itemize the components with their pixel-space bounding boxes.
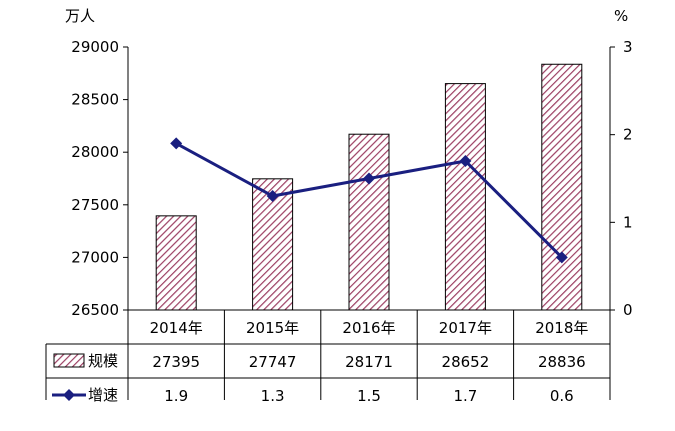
category-label: 2014年 — [150, 319, 203, 337]
bar-value-label: 28836 — [538, 353, 586, 371]
category-label: 2015年 — [246, 319, 299, 337]
right-axis-unit: % — [614, 7, 628, 25]
line-value-label: 1.5 — [357, 387, 381, 405]
left-tick-label: 27000 — [71, 248, 119, 266]
legend-label-bar: 规模 — [88, 352, 118, 370]
left-tick-label: 29000 — [71, 38, 119, 56]
bar-value-label: 28171 — [345, 353, 393, 371]
line-value-label: 0.6 — [550, 387, 574, 405]
growth-point-2014年 — [170, 137, 183, 150]
growth-point-2015年 — [266, 190, 279, 203]
left-tick-label: 28500 — [71, 91, 119, 109]
bar-2016年 — [348, 133, 390, 311]
legend-label-line: 增速 — [88, 386, 118, 404]
left-tick-label: 28000 — [71, 143, 119, 161]
line-value-label: 1.3 — [261, 387, 285, 405]
category-label: 2018年 — [535, 319, 588, 337]
growth-point-2017年 — [459, 154, 472, 167]
category-label: 2016年 — [342, 319, 395, 337]
legend-swatch-marker — [63, 389, 75, 401]
legend-swatch-bar — [53, 353, 85, 368]
growth-point-2018年 — [555, 251, 568, 264]
bar-value-label: 27395 — [152, 353, 200, 371]
line-value-label: 1.7 — [453, 387, 477, 405]
category-label: 2017年 — [439, 319, 492, 337]
line-layer — [170, 137, 568, 264]
right-tick-label: 0 — [623, 301, 633, 319]
bar-value-label: 28652 — [442, 353, 490, 371]
bar-2018年 — [541, 63, 583, 311]
bar-2017年 — [444, 83, 486, 311]
right-tick-label: 2 — [623, 126, 633, 144]
right-tick-label: 3 — [623, 38, 633, 56]
right-tick-label: 1 — [623, 213, 633, 231]
bar-value-label: 27747 — [249, 353, 297, 371]
bar-2014年 — [155, 215, 197, 311]
left-tick-label: 26500 — [71, 301, 119, 319]
growth-point-2016年 — [363, 172, 375, 185]
bars-layer — [155, 63, 583, 311]
axes-layer: 26500 27000 27500 28000 28500 29000 0 1 2 3 — [71, 38, 632, 319]
left-tick-label: 27500 — [71, 196, 119, 214]
line-value-label: 1.9 — [164, 387, 188, 405]
data-table: 2014年 27395 1.9 2015年 27747 1.3 2016年 28171 1.5 2… — [45, 309, 611, 405]
left-axis-unit: 万人 — [65, 7, 95, 25]
